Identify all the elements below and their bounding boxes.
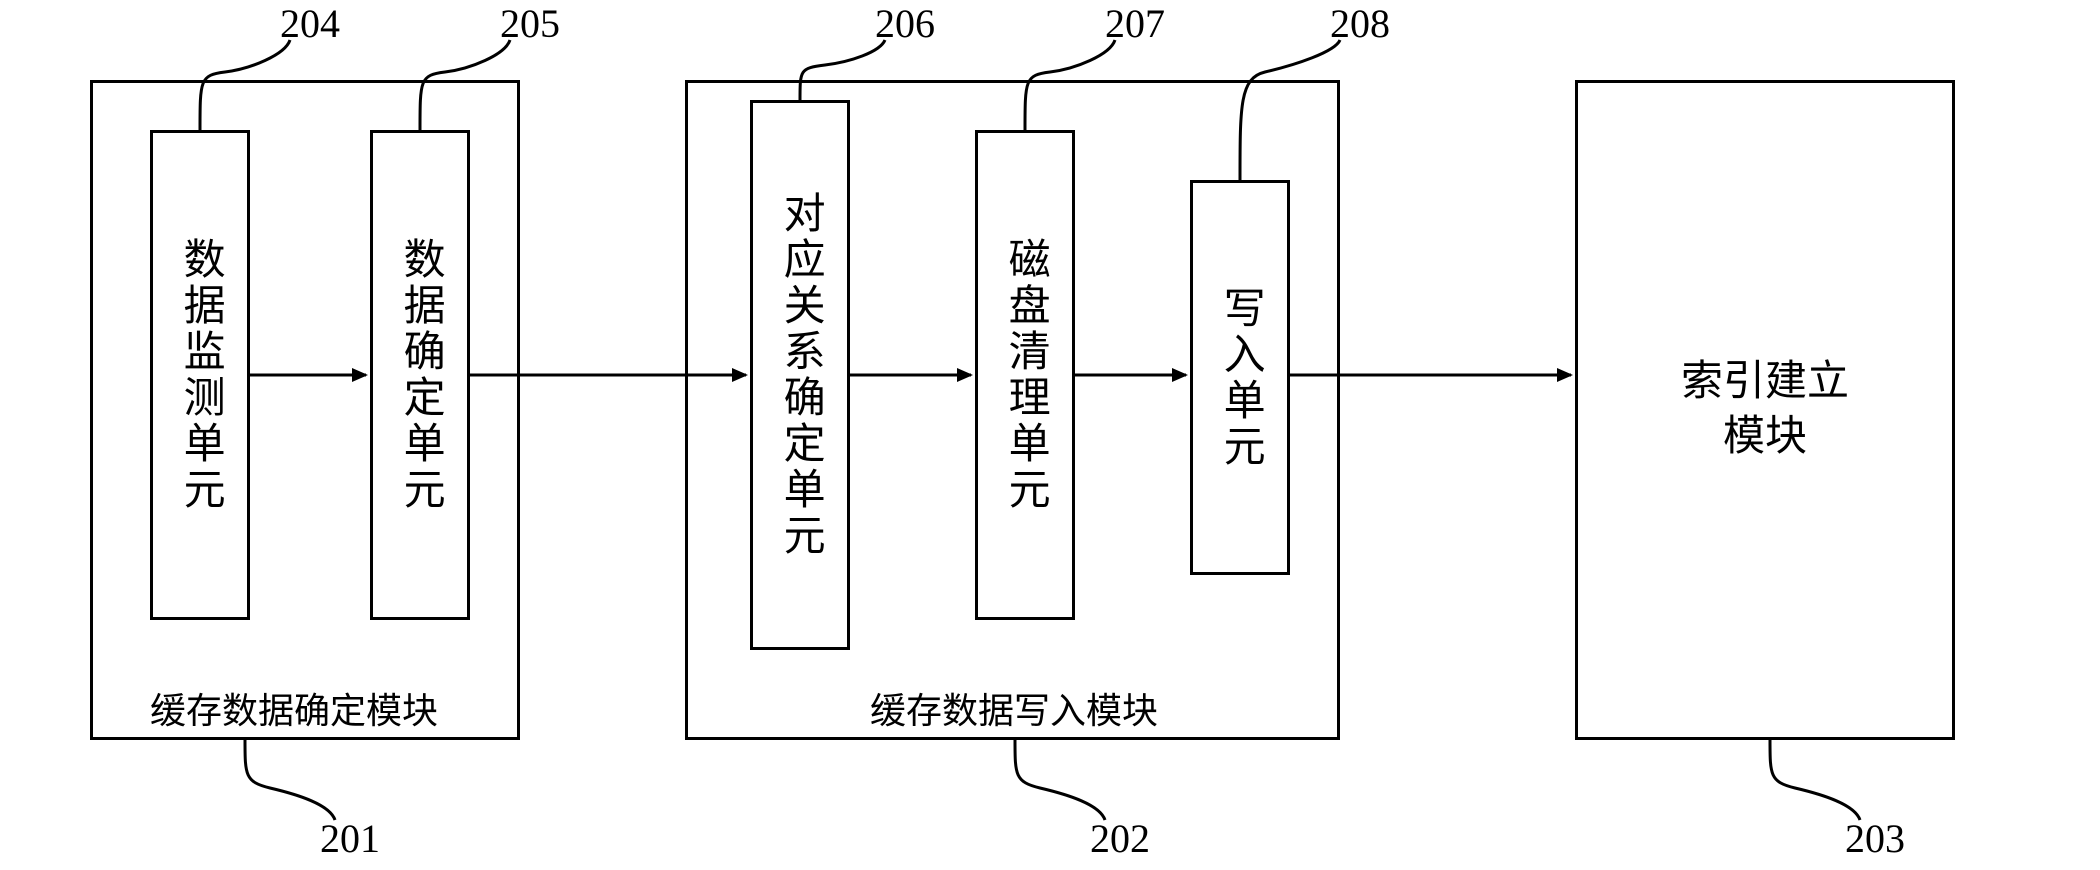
unit-data-determine-label: 数据确定单元 xyxy=(397,237,443,513)
refnum-206: 206 xyxy=(875,0,935,47)
unit-data-monitor-label: 数据监测单元 xyxy=(177,237,223,513)
module-cache-determine-label: 缓存数据确定模块 xyxy=(150,682,438,734)
module-index-build-label: 索引建立 模块 xyxy=(1681,355,1849,464)
unit-disk-clean: 磁盘清理单元 xyxy=(975,130,1075,620)
unit-relation-determine: 对应关系确定单元 xyxy=(750,100,850,650)
diagram-canvas: 缓存数据确定模块 数据监测单元 数据确定单元 缓存数据写入模块 对应关系确定单元… xyxy=(0,0,2100,870)
unit-write-label: 写入单元 xyxy=(1217,286,1263,470)
callout-201 xyxy=(245,740,335,820)
callout-202 xyxy=(1015,740,1105,820)
refnum-201: 201 xyxy=(320,815,380,862)
refnum-203: 203 xyxy=(1845,815,1905,862)
unit-data-monitor: 数据监测单元 xyxy=(150,130,250,620)
unit-disk-clean-label: 磁盘清理单元 xyxy=(1002,237,1048,513)
refnum-207: 207 xyxy=(1105,0,1165,47)
callout-203 xyxy=(1770,740,1860,820)
refnum-202: 202 xyxy=(1090,815,1150,862)
refnum-205: 205 xyxy=(500,0,560,47)
unit-data-determine: 数据确定单元 xyxy=(370,130,470,620)
module-cache-write-label: 缓存数据写入模块 xyxy=(870,682,1158,734)
refnum-204: 204 xyxy=(280,0,340,47)
unit-relation-determine-label: 对应关系确定单元 xyxy=(777,191,823,559)
unit-write: 写入单元 xyxy=(1190,180,1290,575)
refnum-208: 208 xyxy=(1330,0,1390,47)
module-index-build: 索引建立 模块 xyxy=(1575,80,1955,740)
